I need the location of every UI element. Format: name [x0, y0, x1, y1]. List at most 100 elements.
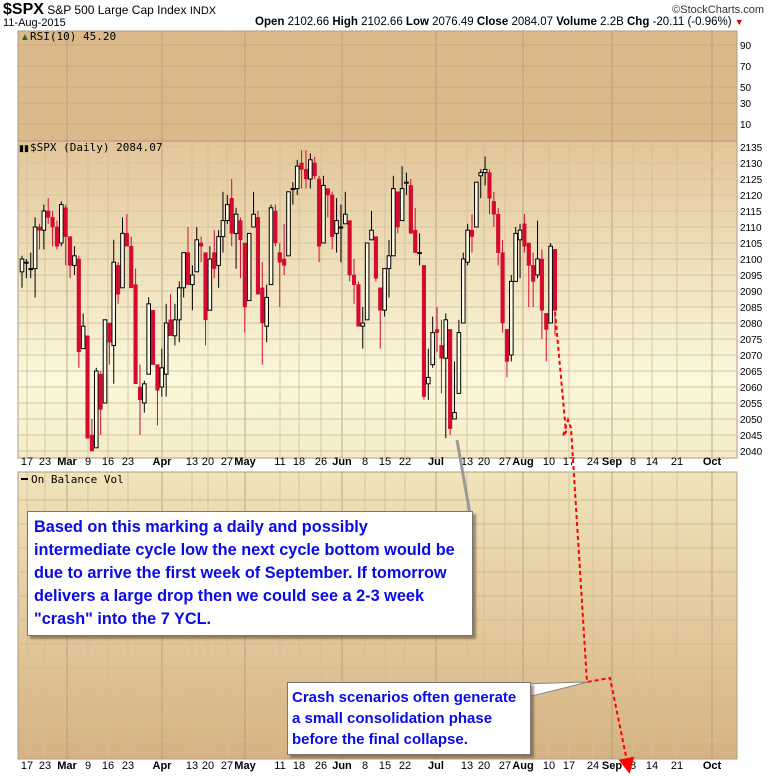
candle-body [251, 213, 256, 228]
candle [85, 335, 90, 439]
x-tick-label: 21 [671, 760, 683, 772]
x-tick-label: May [234, 760, 256, 772]
y-tick-label: 2080 [740, 319, 763, 330]
y-tick-label: 2060 [740, 383, 763, 394]
candle [325, 188, 330, 218]
x-tick-label: Jul [428, 760, 444, 772]
x-tick-label: 20 [202, 456, 214, 468]
candle-body [474, 181, 479, 228]
candle-body [317, 178, 322, 247]
candle-body [102, 319, 108, 404]
candle-body [500, 252, 505, 324]
x-tick-label: 23 [122, 760, 134, 772]
x-tick-label: 16 [102, 456, 114, 468]
x-tick-label: 13 [186, 760, 198, 772]
candle-body [172, 319, 178, 337]
candle [408, 179, 413, 234]
candle-body [413, 229, 418, 253]
candle-body [142, 383, 147, 404]
candle [378, 287, 383, 349]
y-tick-label: 2050 [740, 415, 763, 426]
candle [63, 204, 68, 266]
annotation-box-cycle: Based on this marking a daily and possib… [27, 511, 473, 636]
candle [317, 175, 322, 263]
rsi-tick-label: 90 [740, 41, 752, 52]
candle [242, 242, 247, 333]
candle [312, 156, 317, 179]
candle-body [80, 325, 86, 350]
candle [172, 303, 178, 346]
candle [89, 419, 94, 452]
y-tick-label: 2090 [740, 287, 763, 298]
candle-body [32, 226, 38, 270]
x-tick-label: Jun [332, 456, 352, 468]
candle [286, 191, 291, 257]
candle [303, 150, 309, 189]
x-tick-label: 11 [274, 760, 285, 772]
candle-body [434, 329, 440, 333]
candle [299, 150, 304, 189]
candle-body [146, 303, 151, 375]
candle-body [491, 201, 496, 215]
candle-body [286, 191, 291, 257]
y-tick-label: 2130 [740, 159, 763, 170]
candle-body [439, 345, 444, 359]
candle-body [408, 185, 413, 234]
candle [439, 319, 444, 394]
rsi-tick-label: 10 [740, 120, 752, 131]
candle [246, 232, 252, 302]
candle-body [513, 232, 518, 282]
candle-body [391, 188, 396, 257]
candle [199, 236, 204, 263]
candle-body [98, 373, 103, 410]
candle-body [137, 386, 143, 401]
candle-body [478, 172, 484, 177]
candle-body [225, 204, 230, 222]
candle-body [260, 287, 265, 324]
candle-body [294, 165, 300, 190]
candle-body [111, 261, 117, 346]
candle [330, 191, 335, 250]
candle [168, 294, 173, 337]
ohlc-summary: Open 2102.66 High 2102.66 Low 2076.49 Cl… [255, 16, 744, 28]
x-tick-label: 10 [543, 456, 555, 468]
candle [146, 297, 151, 375]
candle-body [356, 284, 361, 327]
candle [434, 307, 440, 352]
candle [238, 217, 243, 279]
candle [133, 268, 138, 385]
candle [487, 169, 492, 215]
candle [522, 214, 527, 253]
candle-body [212, 252, 217, 269]
candle [37, 223, 42, 250]
rsi-tick-label: 30 [740, 99, 752, 110]
candle-body [107, 322, 112, 343]
x-tick-label: 9 [85, 760, 91, 772]
candle-body [312, 162, 317, 177]
candle [338, 204, 344, 263]
candle [277, 243, 282, 307]
candle [321, 175, 326, 244]
candle-body [176, 287, 182, 321]
x-tick-label: Sep [602, 760, 622, 772]
x-tick-label: 14 [646, 456, 658, 468]
candle [229, 179, 234, 247]
candle-body [89, 434, 94, 452]
candle-body [207, 258, 213, 311]
candle-body [68, 236, 73, 266]
candle-body [155, 364, 160, 391]
candle-body [386, 255, 392, 270]
x-tick-label: Jun [332, 760, 352, 772]
y-tick-label: 2125 [740, 175, 763, 186]
candle [478, 169, 484, 199]
candle [176, 281, 182, 343]
candle [496, 207, 501, 266]
candle-body [469, 229, 475, 237]
y-tick-label: 2070 [740, 351, 763, 362]
price-label: $SPX (Daily) 2084.07 [30, 141, 162, 154]
candle [163, 303, 169, 397]
candle-body [72, 255, 77, 266]
y-tick-label: 2055 [740, 399, 763, 410]
x-tick-label: 8 [362, 456, 368, 468]
candle [59, 201, 64, 247]
